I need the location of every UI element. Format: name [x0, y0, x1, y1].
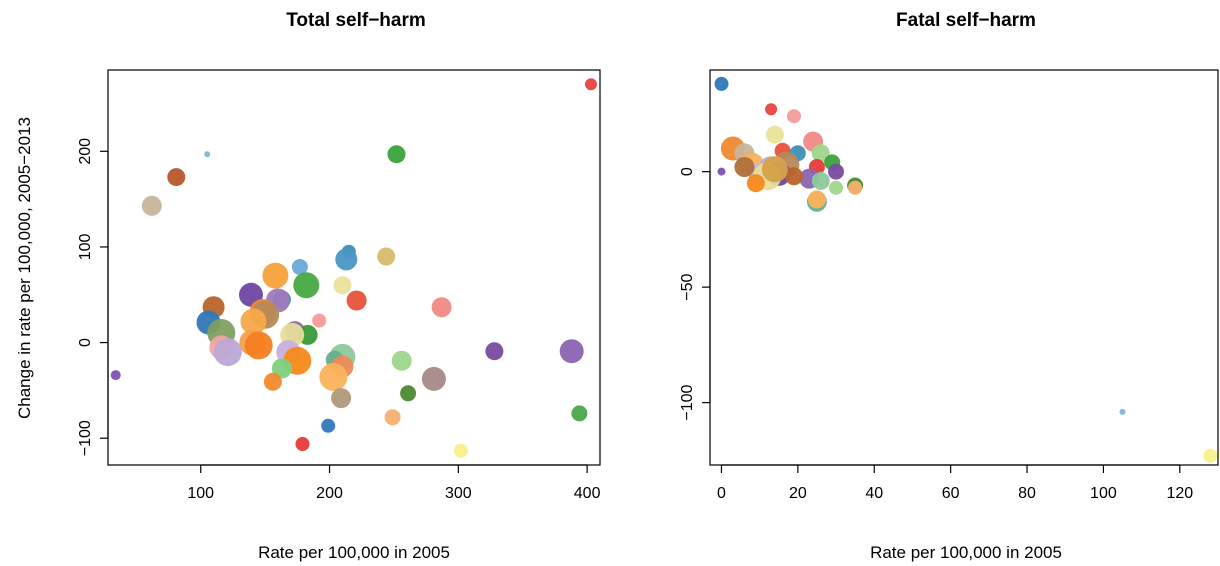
data-point — [734, 157, 755, 177]
chart-title-total: Total self−harm — [286, 10, 426, 31]
x-axis-label-fatal: Rate per 100,000 in 2005 — [870, 543, 1062, 562]
data-point — [312, 313, 327, 328]
data-point — [765, 125, 784, 144]
x-axis-fatal: 0 20 40 60 80 100 120 — [717, 464, 1193, 502]
y-axis-fatal: −100 −50 0 — [679, 167, 711, 421]
data-point — [807, 190, 826, 209]
data-point — [559, 339, 584, 364]
data-point — [1203, 448, 1218, 463]
y-axis-label-total: Change in rate per 100,000, 2005−2013 — [15, 117, 34, 419]
data-point — [346, 290, 367, 311]
data-point — [377, 247, 396, 266]
data-point — [829, 180, 843, 195]
x-tick-label: 0 — [717, 485, 726, 502]
x-tick-label: 20 — [789, 485, 807, 502]
x-axis-total: 100 200 300 400 — [187, 464, 601, 502]
data-point — [335, 248, 358, 271]
x-tick-label: 100 — [187, 485, 214, 502]
data-point — [271, 358, 292, 379]
data-point — [717, 167, 726, 176]
data-point — [213, 338, 242, 367]
data-point — [811, 171, 830, 190]
y-tick-label: −100 — [679, 385, 696, 421]
y-tick-label: 100 — [77, 233, 94, 260]
data-point — [848, 180, 863, 195]
data-point — [263, 372, 282, 391]
data-point — [714, 76, 729, 91]
y-tick-label: 0 — [77, 338, 94, 347]
x-tick-label: 60 — [942, 485, 960, 502]
data-point — [204, 151, 211, 158]
x-axis-label-total: Rate per 100,000 in 2005 — [258, 543, 450, 562]
data-point — [387, 145, 406, 164]
data-point — [765, 103, 778, 116]
points-fatal — [714, 76, 1218, 463]
data-point — [391, 350, 412, 371]
data-point — [585, 78, 597, 91]
data-point — [431, 297, 452, 318]
data-point — [421, 366, 446, 391]
x-tick-label: 80 — [1018, 485, 1036, 502]
data-point — [110, 370, 121, 381]
y-tick-label: 200 — [77, 138, 94, 165]
plot-frame-total — [107, 69, 601, 466]
data-point — [321, 418, 336, 433]
x-tick-label: 40 — [865, 485, 883, 502]
chart-title-fatal: Fatal self−harm — [896, 10, 1036, 31]
data-point — [384, 409, 401, 426]
data-point — [761, 156, 788, 183]
data-point — [828, 163, 844, 180]
data-point — [319, 363, 348, 391]
panel-total-self-harm: Total self−harm 100 200 300 400 −100 0 100 200… — [15, 10, 601, 562]
data-point — [244, 331, 273, 360]
data-point — [787, 109, 801, 124]
panel-fatal-self-harm: Fatal self−harm 0 20 40 60 80 100 120 −100 −50 0… — [679, 10, 1219, 562]
data-point — [1119, 408, 1126, 415]
data-point — [293, 272, 320, 299]
data-point — [811, 144, 830, 163]
data-point — [291, 259, 308, 275]
data-point — [295, 437, 310, 451]
x-tick-label: 400 — [574, 485, 601, 502]
data-point — [785, 167, 803, 186]
data-point — [331, 388, 352, 409]
data-point — [453, 443, 468, 458]
plot-frame-fatal — [709, 69, 1219, 466]
y-axis-total: −100 0 100 200 — [77, 138, 109, 456]
data-point — [333, 276, 352, 295]
data-point — [167, 168, 186, 187]
data-point — [141, 195, 162, 216]
data-point — [485, 342, 504, 361]
y-tick-label: −50 — [679, 273, 696, 300]
data-point — [262, 262, 289, 289]
y-tick-label: −100 — [77, 420, 94, 456]
data-point — [571, 405, 588, 422]
x-tick-label: 120 — [1166, 485, 1193, 502]
x-tick-label: 200 — [316, 485, 343, 502]
data-point — [746, 174, 765, 193]
y-tick-label: 0 — [679, 167, 696, 176]
data-point — [400, 385, 417, 402]
x-tick-label: 100 — [1090, 485, 1117, 502]
data-point — [240, 308, 267, 335]
x-tick-label: 300 — [445, 485, 472, 502]
points-total — [110, 78, 597, 458]
